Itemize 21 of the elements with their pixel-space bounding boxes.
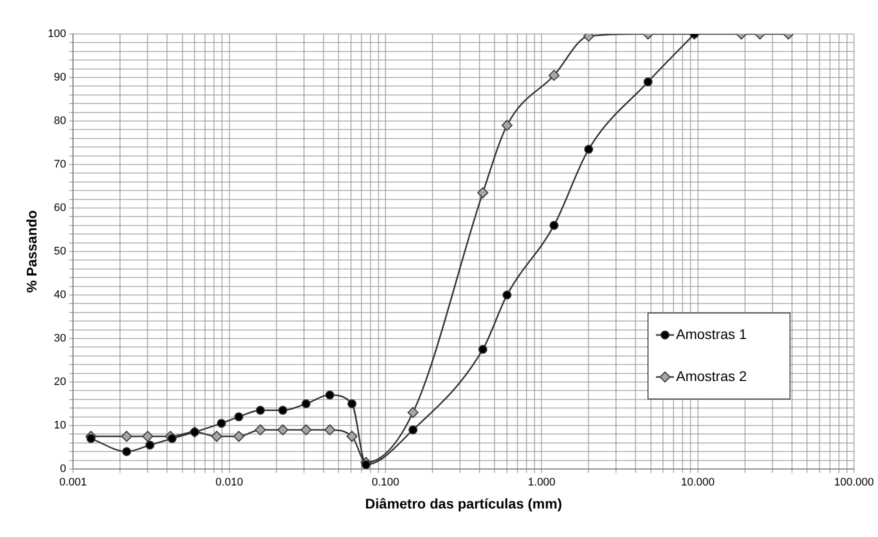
legend-label: Amostras 1 xyxy=(676,326,748,342)
x-tick-label: 1.000 xyxy=(528,476,556,489)
y-tick-label: 50 xyxy=(54,246,66,258)
y-tick-label: 30 xyxy=(54,332,66,345)
x-axis-title: Diâmetro das partículas (mm) xyxy=(365,495,562,512)
y-tick-label: 40 xyxy=(54,289,66,302)
y-tick-label: 10 xyxy=(54,420,66,432)
y-tick-label: 60 xyxy=(54,202,66,214)
x-tick-label: 0.100 xyxy=(372,476,400,489)
y-axis-title: % Passando xyxy=(23,210,40,293)
y-tick-label: 90 xyxy=(54,72,66,84)
x-tick-label: 0.010 xyxy=(216,476,244,489)
y-tick-label: 100 xyxy=(48,28,66,40)
legend-label: Amostras 2 xyxy=(676,368,748,384)
x-tick-label: 0.001 xyxy=(59,476,87,489)
y-tick-label: 80 xyxy=(54,115,66,128)
x-tick-label: 10.000 xyxy=(681,476,715,489)
x-tick-label: 100.000 xyxy=(834,476,874,489)
y-tick-label: 70 xyxy=(54,158,66,171)
y-tick-label: 0 xyxy=(60,463,66,476)
y-tick-label: 20 xyxy=(54,376,66,388)
